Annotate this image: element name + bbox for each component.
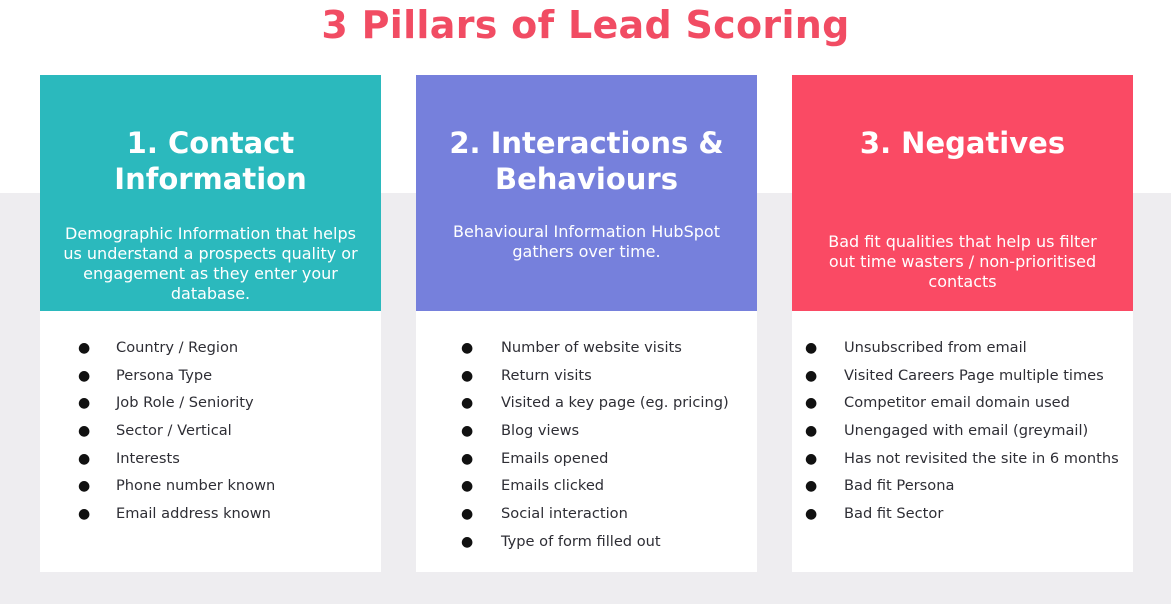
bullet-icon: ●	[78, 423, 91, 440]
pillar-card-negatives: 3. Negatives Bad fit qualities that help…	[792, 75, 1133, 572]
pillar-description: Behavioural Information HubSpot gathers …	[453, 222, 720, 261]
list-item-text: Bad fit Persona	[844, 477, 955, 495]
list-item: ● Return visits	[416, 366, 757, 394]
list-item-text: Competitor email domain used	[844, 394, 1070, 412]
list-item-text: Unengaged with email (greymail)	[844, 422, 1089, 440]
bullet-icon: ●	[78, 478, 91, 495]
bullet-icon: ●	[78, 450, 91, 467]
list-item: ● Social interaction	[416, 504, 757, 532]
bullet-icon: ●	[461, 367, 474, 384]
list-item: ● Sector / Vertical	[40, 421, 381, 449]
list-item: ● Bad fit Sector	[792, 504, 1133, 532]
bullet-icon: ●	[461, 478, 474, 495]
bullet-icon: ●	[461, 395, 474, 412]
bullet-icon: ●	[461, 450, 474, 467]
bullet-icon: ●	[805, 450, 818, 467]
list-item-text: Visited a key page (eg. pricing)	[501, 394, 729, 412]
list-item-text: Bad fit Sector	[844, 505, 944, 523]
pillar-heading: 3. Negatives	[859, 126, 1066, 160]
list-item-text: Persona Type	[116, 366, 213, 384]
list-item: ● Number of website visits	[416, 338, 757, 366]
list-item: ● Interests	[40, 449, 381, 477]
pillar-card-header: 1. Contact Information Demographic Infor…	[40, 75, 381, 311]
list-item: ● Emails clicked	[416, 476, 757, 504]
bullet-icon: ●	[461, 533, 474, 550]
list-item: ● Competitor email domain used	[792, 393, 1133, 421]
list-item-text: Return visits	[501, 366, 592, 384]
bullet-icon: ●	[805, 367, 818, 384]
bullet-icon: ●	[78, 506, 91, 523]
list-item: ● Has not revisited the site in 6 months	[792, 449, 1133, 477]
pillar-criteria-list: ● Number of website visits ● Return visits…	[416, 338, 757, 560]
list-item: ● Phone number known	[40, 476, 381, 504]
bullet-icon: ●	[78, 395, 91, 412]
pillar-description: Bad fit qualities that help us filter ou…	[828, 232, 1097, 291]
pillar-card-contact-information: 1. Contact Information Demographic Infor…	[40, 75, 381, 572]
list-item: ● Job Role / Seniority	[40, 393, 381, 421]
bullet-icon: ●	[78, 367, 91, 384]
pillar-description: Demographic Information that helps us un…	[63, 224, 358, 303]
bullet-icon: ●	[805, 506, 818, 523]
list-item-text: Social interaction	[501, 505, 628, 523]
list-item: ● Emails opened	[416, 449, 757, 477]
pillar-card-header: 2. Interactions & Behaviours Behavioural…	[416, 75, 757, 311]
list-item: ● Type of form filled out	[416, 532, 757, 560]
bullet-icon: ●	[805, 478, 818, 495]
pillar-criteria-list: ● Unsubscribed from email ● Visited Career…	[792, 338, 1133, 532]
pillar-heading: 2. Interactions & Behaviours	[449, 126, 724, 196]
bullet-icon: ●	[78, 340, 91, 356]
list-item: ● Visited a key page (eg. pricing)	[416, 393, 757, 421]
list-item-text: Country / Region	[116, 339, 239, 356]
pillar-heading: 1. Contact Information	[114, 126, 307, 196]
bullet-icon: ●	[805, 423, 818, 440]
list-item-text: Blog views	[501, 422, 580, 440]
list-item-text: Phone number known	[116, 477, 276, 495]
list-item-text: Has not revisited the site in 6 months	[844, 449, 1119, 467]
list-item-text: Email address known	[116, 505, 271, 523]
bullet-icon: ●	[461, 340, 474, 356]
list-item: ● Unengaged with email (greymail)	[792, 421, 1133, 449]
pillar-card-interactions-behaviours: 2. Interactions & Behaviours Behavioural…	[416, 75, 757, 572]
list-item: ● Email address known	[40, 504, 381, 532]
list-item: ● Country / Region	[40, 338, 381, 366]
page-title: 3 Pillars of Lead Scoring	[321, 3, 850, 47]
bullet-icon: ●	[461, 506, 474, 523]
pillar-card-header: 3. Negatives Bad fit qualities that help…	[792, 75, 1133, 311]
list-item-text: Type of form filled out	[501, 532, 661, 550]
list-item-text: Visited Careers Page multiple times	[844, 366, 1104, 384]
list-item-text: Unsubscribed from email	[844, 339, 1027, 356]
list-item: ● Blog views	[416, 421, 757, 449]
list-item-text: Number of website visits	[501, 339, 682, 356]
list-item: ● Unsubscribed from email	[792, 338, 1133, 366]
list-item-text: Interests	[116, 449, 180, 467]
list-item: ● Visited Careers Page multiple times	[792, 366, 1133, 394]
list-item-text: Sector / Vertical	[116, 422, 232, 440]
bullet-icon: ●	[805, 340, 818, 356]
list-item-text: Job Role / Seniority	[116, 394, 254, 412]
bullet-icon: ●	[805, 395, 818, 412]
bullet-icon: ●	[461, 423, 474, 440]
pillar-criteria-list: ● Country / Region ● Persona Type ● Job Rol…	[40, 338, 381, 532]
list-item: ● Bad fit Persona	[792, 476, 1133, 504]
list-item-text: Emails opened	[501, 449, 609, 467]
list-item: ● Persona Type	[40, 366, 381, 394]
list-item-text: Emails clicked	[501, 477, 605, 495]
